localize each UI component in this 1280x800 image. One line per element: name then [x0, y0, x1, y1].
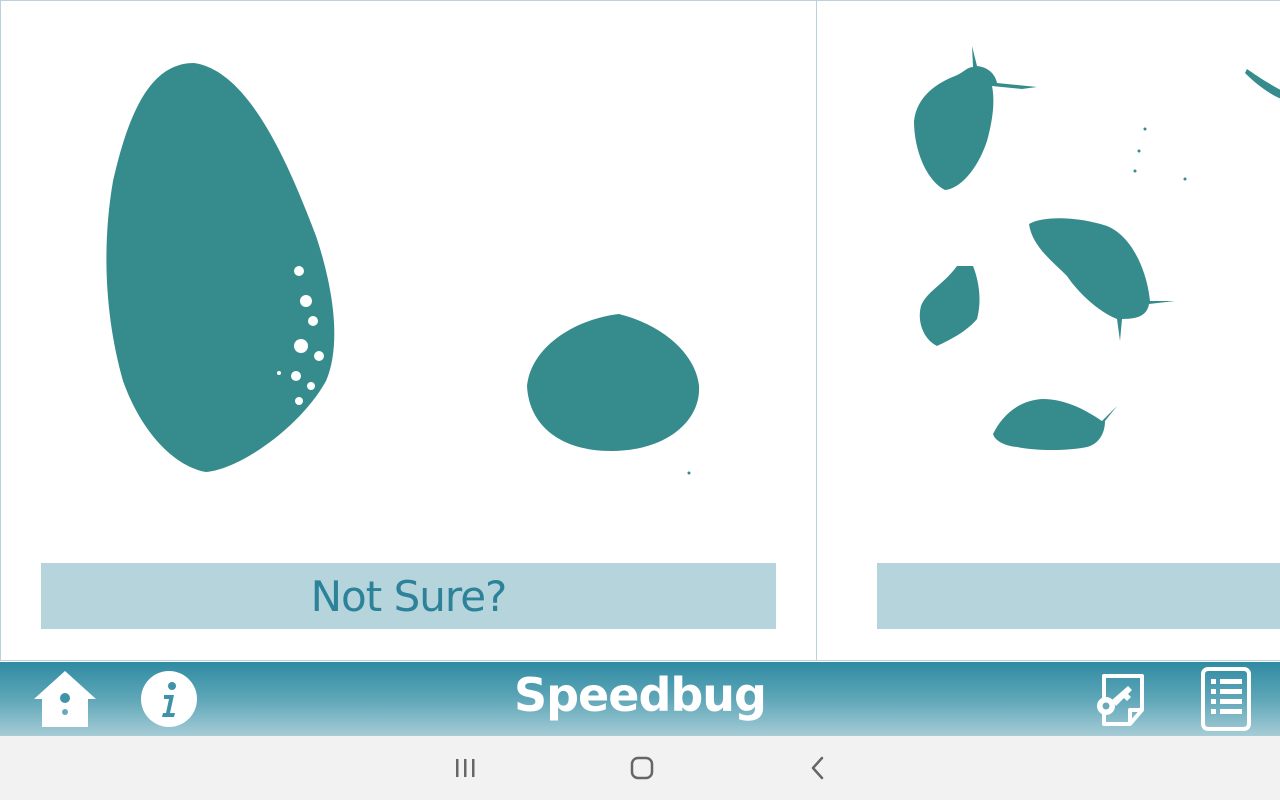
specimen-silhouettes-left	[106, 63, 700, 475]
app-title: Speedbug	[514, 668, 767, 722]
option-button-right[interactable]	[877, 563, 1280, 629]
not-sure-button[interactable]: Not Sure?	[41, 563, 776, 629]
home-circle-icon[interactable]	[620, 754, 664, 782]
specimen-shell-silhouette	[527, 314, 700, 451]
app-bar: Speedbug	[0, 662, 1280, 736]
specimen-bug-silhouette	[1029, 218, 1175, 341]
key-icon[interactable]	[1092, 670, 1148, 730]
choice-panel-left[interactable]: Not Sure?	[0, 0, 817, 661]
recents-icon[interactable]	[443, 754, 487, 782]
specimen-teardrop-silhouette	[106, 63, 335, 472]
specimen-fragment	[1245, 69, 1280, 99]
home-icon[interactable]	[30, 667, 100, 731]
info-icon[interactable]	[140, 670, 198, 728]
specimen-bug-silhouette	[993, 399, 1117, 450]
specimen-silhouettes-right	[914, 46, 1280, 450]
list-icon[interactable]	[1200, 666, 1254, 732]
back-chevron-icon[interactable]	[796, 754, 840, 782]
system-navigation-bar	[0, 736, 1280, 800]
choice-panel-right[interactable]	[816, 0, 1280, 661]
specimen-bug-silhouette	[919, 266, 980, 346]
specimen-bug-silhouette	[914, 46, 1037, 190]
